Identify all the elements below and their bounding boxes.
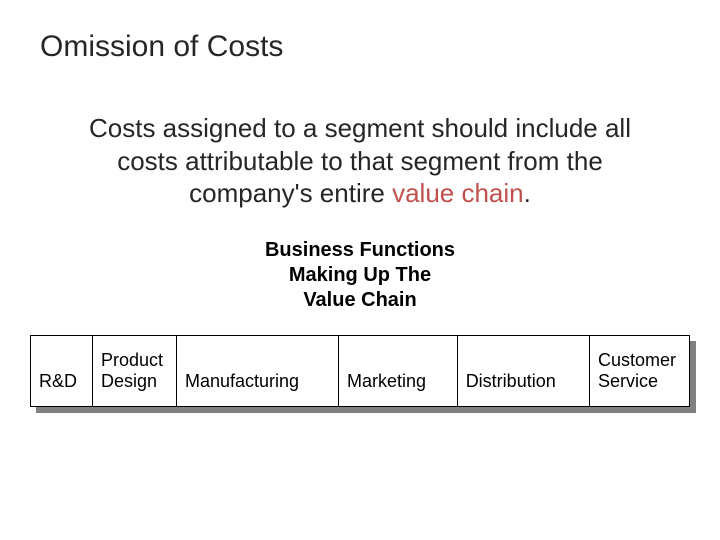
value-chain-table-wrap: R&D Product Design Manufacturing Marketi… <box>30 335 690 407</box>
subheading-line-1: Business Functions <box>265 239 455 261</box>
body-highlight: value chain <box>392 178 524 208</box>
table-row: R&D Product Design Manufacturing Marketi… <box>31 335 690 406</box>
cell-manufacturing: Manufacturing <box>177 335 339 406</box>
cell-marketing: Marketing <box>339 335 458 406</box>
cell-distribution: Distribution <box>457 335 589 406</box>
body-line-1: Costs assigned to a segment should inclu… <box>89 113 631 143</box>
body-text: Costs assigned to a segment should inclu… <box>20 112 700 210</box>
subheading: Business Functions Making Up The Value C… <box>20 238 700 313</box>
value-chain-table: R&D Product Design Manufacturing Marketi… <box>30 335 690 407</box>
slide: Omission of Costs Costs assigned to a se… <box>0 0 720 540</box>
cell-customer-service: Customer Service <box>590 335 690 406</box>
slide-title: Omission of Costs <box>40 30 700 64</box>
cell-product-design: Product Design <box>93 335 177 406</box>
subheading-line-3: Value Chain <box>303 289 416 311</box>
body-line-2: costs attributable to that segment from … <box>117 146 603 176</box>
body-line-3-suffix: . <box>524 178 531 208</box>
subheading-line-2: Making Up The <box>289 264 431 286</box>
body-line-3-prefix: company's entire <box>189 178 392 208</box>
cell-rd: R&D <box>31 335 93 406</box>
